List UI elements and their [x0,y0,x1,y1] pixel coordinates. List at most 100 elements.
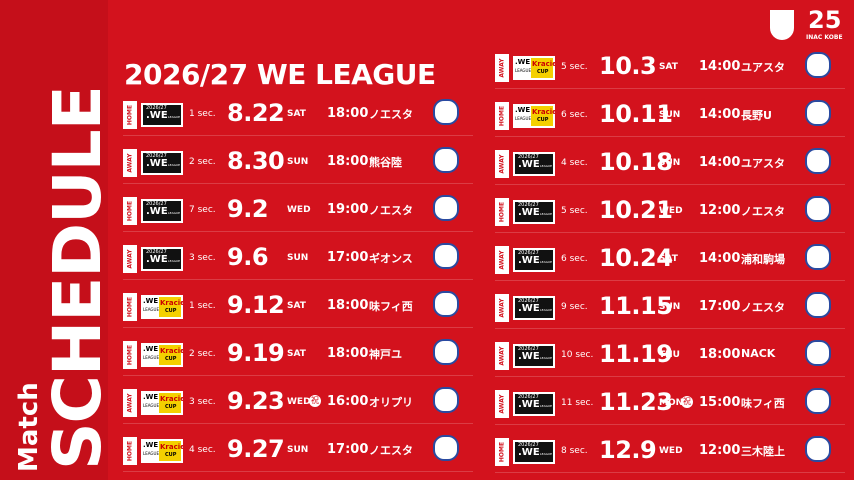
club-name: INAC KOBE [806,34,843,41]
weekday: SAT [659,254,678,264]
title: 2026/27 WE LEAGUE [124,58,436,91]
date: 9.19 [227,339,285,367]
club-crest [770,10,794,40]
badge-sub: LEAGUE [540,260,552,264]
badge-name: .WE [518,351,540,362]
weekday: WED [659,206,683,216]
stadium: 浦和駒場 [741,253,785,266]
cup-name: Kracie [160,443,183,451]
badge-block: 2026/27 .WE LEAGUE [515,154,553,174]
badge-name: .WE [518,255,540,266]
badge-sub: LEAGUE [168,211,180,215]
weekday: WED [659,446,683,456]
cup-block: Kracie CUP [159,393,183,413]
competition-badge: 2026/27 .WE LEAGUE [513,440,555,464]
venue-tag-label: AWAY [498,298,506,318]
badge-sub: LEAGUE [540,212,552,216]
badge-name: .WE [146,158,168,169]
badge-name: .WE [143,345,159,353]
opponent-logo [433,435,459,461]
kickoff-time: 14:00 [699,107,741,122]
stadium: ノエスタ [741,301,785,314]
venue-tag-label: HOME [498,441,506,463]
cup-sub: CUP [165,308,177,314]
match-row: AWAY 2026/27 .WE LEAGUE 4 sec. 10.18 SUN 14:00 ユ… [495,144,845,185]
weekday: SUN [659,302,681,312]
kickoff-time: 14:00 [699,155,741,170]
badge-sub: LEAGUE [168,115,180,119]
badge-name: .WE [146,206,168,217]
stadium: ユアスタ [741,157,785,170]
venue-tag: HOME [123,293,137,321]
badge-year: 2026/27 [146,201,167,207]
section: 5 sec. [561,62,588,72]
date: 9.23 [227,387,285,415]
holiday-mark: 祝 [309,395,321,407]
opponent-logo [805,100,831,126]
section: 9 sec. [561,302,588,312]
competition-badge: .WE LEAGUE Kracie CUP [513,104,555,128]
section: 4 sec. [561,158,588,168]
venue-tag-label: AWAY [126,249,134,269]
section: 11 sec. [561,398,594,408]
side-title: SCHEDULE [39,86,116,470]
date: 8.22 [227,99,285,127]
anniversary: 25 [808,6,842,34]
kickoff-time: 12:00 [699,203,741,218]
badge-name: .WE [515,106,531,114]
badge-block: 2026/27 .WE LEAGUE [143,105,181,125]
venue-tag-label: HOME [126,344,134,366]
weekday: SUN [287,157,309,167]
opponent-logo [433,243,459,269]
stadium: 神戸ユ [369,348,402,361]
date: 11.19 [599,340,673,368]
match-row: AWAY 2026/27 .WE LEAGUE 10 sec. 11.19 THU 18:00… [495,336,845,377]
match-row: AWAY .WE LEAGUE Kracie CUP 5 sec. 10.3 SAT 14:00… [495,48,845,89]
match-row: HOME .WE LEAGUE Kracie CUP 1 sec. 9.12 SAT 18:00… [123,287,473,328]
venue-tag-label: HOME [126,104,134,126]
side-band [0,0,108,480]
competition-badge: 2026/27 .WE LEAGUE [513,344,555,368]
side-label: Match [14,382,44,472]
weekday: SUN [287,445,309,455]
badge-sub: LEAGUE [540,308,552,312]
date: 10.21 [599,196,673,224]
match-row: HOME 2026/27 .WE LEAGUE 7 sec. 9.2 WED 19:00 ノエス… [123,191,473,232]
stadium: 長野U [741,109,772,122]
section: 2 sec. [189,157,216,167]
kickoff-time: 18:00 [327,106,369,121]
badge-block: 2026/27 .WE LEAGUE [143,153,181,173]
badge-sub: LEAGUE [143,355,159,360]
badge-year: 2026/27 [146,249,167,255]
weekday: SAT [287,349,306,359]
venue-tag: AWAY [495,54,509,82]
stadium: NACK [741,347,776,360]
badge-name: .WE [146,254,168,265]
venue-tag: AWAY [495,342,509,370]
date: 10.11 [599,100,673,128]
badge-name: .WE [518,207,540,218]
kickoff-time: 14:00 [699,59,741,74]
opponent-logo [433,339,459,365]
venue-tag-label: AWAY [498,250,506,270]
kickoff-time: 17:00 [699,299,741,314]
opponent-logo [433,99,459,125]
opponent-logo [805,340,831,366]
cup-block: Kracie CUP [531,58,555,78]
venue-tag: HOME [123,197,137,225]
date: 9.27 [227,435,285,463]
kickoff-time: 17:00 [327,442,369,457]
competition-badge: .WE LEAGUE Kracie CUP [141,295,183,319]
kickoff-time: 17:00 [327,250,369,265]
stadium: 熊谷陸 [369,156,402,169]
cup-sub: CUP [165,404,177,410]
venue-tag: HOME [123,341,137,369]
competition-badge: 2026/27 .WE LEAGUE [513,200,555,224]
badge-block: 2026/27 .WE LEAGUE [515,394,553,414]
date: 9.2 [227,195,269,223]
badge-sub: LEAGUE [515,116,531,121]
stadium: オリプリ [369,396,413,409]
badge-name: .WE [518,399,540,410]
opponent-logo [805,52,831,78]
